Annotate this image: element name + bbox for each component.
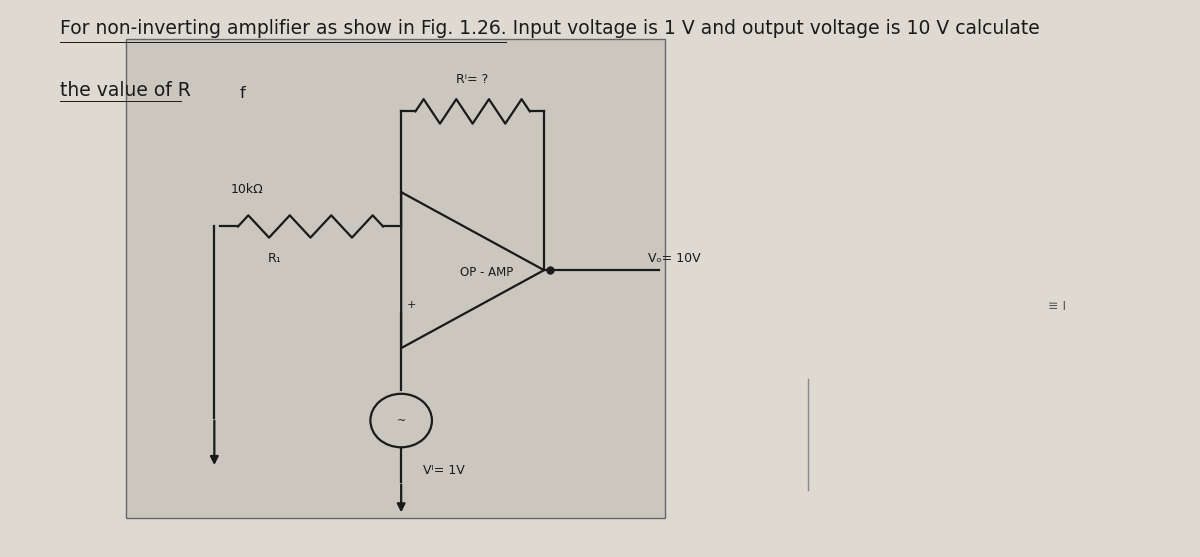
Text: For non-inverting amplifier as show in Fig. 1.26. Input voltage is 1 V and outpu: For non-inverting amplifier as show in F… xyxy=(60,19,1040,38)
Text: Vᴵ= 1V: Vᴵ= 1V xyxy=(424,464,464,477)
Text: Rⁱ= ?: Rⁱ= ? xyxy=(456,74,488,86)
Ellipse shape xyxy=(371,394,432,447)
Text: ≡ I: ≡ I xyxy=(1048,300,1066,313)
Text: OP - AMP: OP - AMP xyxy=(461,266,514,280)
Text: f: f xyxy=(240,86,245,101)
Bar xyxy=(126,39,665,518)
Text: 10kΩ: 10kΩ xyxy=(230,183,264,196)
Text: the value of R: the value of R xyxy=(60,81,191,100)
Text: +: + xyxy=(407,300,416,310)
Text: ~: ~ xyxy=(396,416,406,426)
Text: R₁: R₁ xyxy=(268,252,282,265)
Text: Vₒ= 10V: Vₒ= 10V xyxy=(648,252,701,265)
